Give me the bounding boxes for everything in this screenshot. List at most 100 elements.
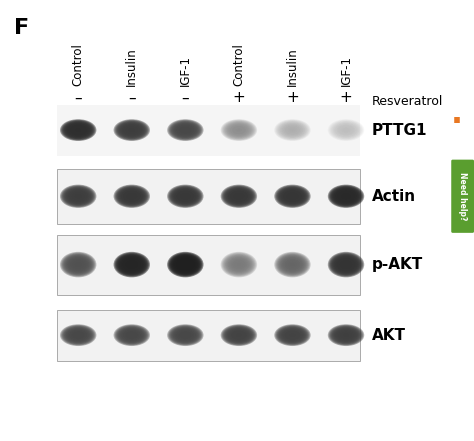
Text: Control: Control	[232, 43, 246, 86]
Ellipse shape	[224, 121, 254, 139]
Ellipse shape	[127, 193, 137, 199]
Ellipse shape	[72, 332, 84, 339]
Ellipse shape	[118, 327, 146, 344]
Ellipse shape	[286, 260, 299, 269]
Ellipse shape	[174, 257, 196, 273]
Ellipse shape	[229, 329, 249, 341]
Ellipse shape	[282, 189, 303, 203]
Ellipse shape	[114, 252, 150, 277]
Ellipse shape	[174, 329, 196, 342]
Ellipse shape	[126, 192, 138, 200]
Ellipse shape	[71, 331, 85, 340]
Ellipse shape	[333, 327, 359, 343]
Ellipse shape	[230, 191, 248, 202]
Ellipse shape	[172, 255, 199, 274]
Ellipse shape	[286, 332, 299, 339]
Ellipse shape	[61, 185, 95, 207]
Ellipse shape	[116, 253, 148, 276]
Ellipse shape	[65, 327, 91, 343]
Ellipse shape	[279, 122, 306, 138]
Ellipse shape	[115, 120, 149, 140]
Ellipse shape	[287, 193, 298, 199]
Ellipse shape	[173, 256, 198, 273]
Bar	[57, 105, 360, 156]
Ellipse shape	[339, 260, 353, 269]
Ellipse shape	[277, 187, 308, 206]
Ellipse shape	[274, 185, 310, 208]
Ellipse shape	[173, 188, 198, 204]
Ellipse shape	[121, 189, 143, 203]
Ellipse shape	[228, 189, 250, 203]
Ellipse shape	[331, 326, 361, 344]
Ellipse shape	[124, 259, 140, 270]
Ellipse shape	[175, 124, 195, 136]
Ellipse shape	[341, 193, 351, 199]
Ellipse shape	[276, 186, 309, 206]
Ellipse shape	[68, 329, 88, 341]
Text: Insulin: Insulin	[125, 47, 138, 86]
Ellipse shape	[222, 120, 256, 140]
Ellipse shape	[180, 261, 191, 268]
Ellipse shape	[280, 123, 305, 137]
Ellipse shape	[178, 331, 192, 340]
Ellipse shape	[61, 253, 95, 277]
Ellipse shape	[224, 187, 254, 206]
Ellipse shape	[332, 255, 360, 274]
Ellipse shape	[170, 254, 201, 275]
Ellipse shape	[114, 119, 150, 141]
Ellipse shape	[337, 191, 355, 202]
Ellipse shape	[173, 123, 198, 137]
Ellipse shape	[70, 191, 86, 202]
Ellipse shape	[330, 186, 362, 206]
Ellipse shape	[332, 122, 360, 138]
Ellipse shape	[175, 329, 195, 341]
Ellipse shape	[276, 325, 309, 345]
Ellipse shape	[126, 260, 138, 269]
Ellipse shape	[279, 327, 306, 343]
Ellipse shape	[230, 125, 248, 135]
Ellipse shape	[283, 258, 301, 271]
Ellipse shape	[335, 189, 357, 203]
Ellipse shape	[221, 324, 257, 346]
Ellipse shape	[274, 252, 310, 277]
Ellipse shape	[176, 191, 194, 202]
Ellipse shape	[223, 325, 255, 345]
Ellipse shape	[122, 190, 142, 203]
Ellipse shape	[117, 326, 147, 344]
Ellipse shape	[222, 325, 256, 345]
Ellipse shape	[172, 122, 199, 138]
Ellipse shape	[285, 192, 300, 201]
Ellipse shape	[67, 123, 89, 137]
Ellipse shape	[340, 332, 352, 339]
Ellipse shape	[179, 192, 191, 200]
Ellipse shape	[180, 193, 191, 199]
Ellipse shape	[221, 252, 257, 277]
Ellipse shape	[70, 330, 86, 340]
Ellipse shape	[123, 125, 141, 135]
Ellipse shape	[60, 119, 96, 141]
Ellipse shape	[333, 255, 359, 274]
Ellipse shape	[279, 188, 306, 205]
Ellipse shape	[73, 332, 83, 338]
Ellipse shape	[282, 257, 303, 273]
Ellipse shape	[227, 123, 251, 137]
Ellipse shape	[127, 261, 137, 268]
Ellipse shape	[328, 185, 364, 208]
Text: F: F	[14, 18, 29, 37]
Ellipse shape	[72, 260, 84, 269]
Ellipse shape	[125, 192, 139, 201]
Ellipse shape	[63, 121, 93, 139]
Ellipse shape	[72, 127, 84, 134]
Ellipse shape	[224, 254, 254, 275]
Ellipse shape	[176, 330, 194, 340]
Ellipse shape	[118, 255, 145, 274]
Ellipse shape	[280, 256, 305, 273]
Ellipse shape	[332, 327, 360, 344]
Ellipse shape	[277, 254, 308, 275]
FancyBboxPatch shape	[451, 160, 474, 233]
Ellipse shape	[121, 123, 143, 137]
Ellipse shape	[127, 332, 137, 338]
Ellipse shape	[118, 188, 145, 205]
Ellipse shape	[65, 122, 91, 138]
Ellipse shape	[288, 194, 297, 199]
